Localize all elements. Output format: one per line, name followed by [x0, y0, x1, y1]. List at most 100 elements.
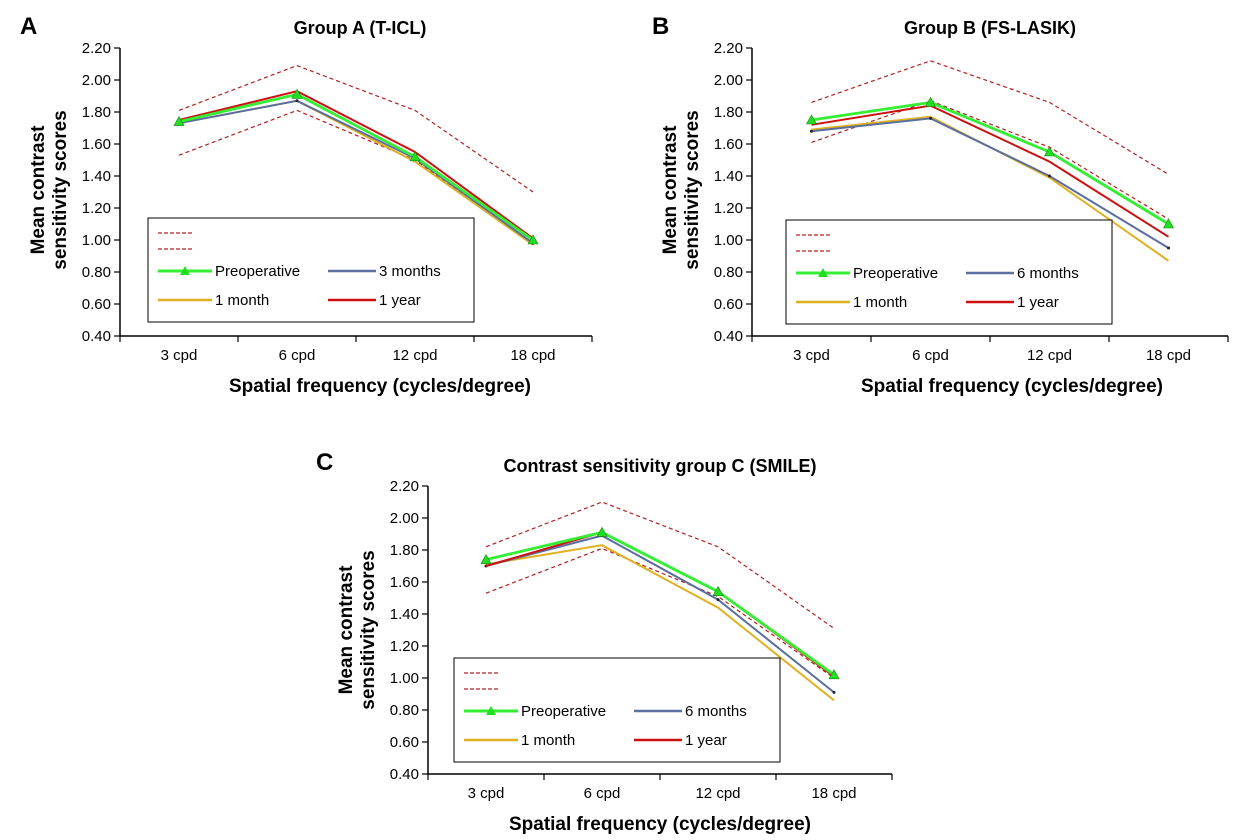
- series-line-reference: [485, 501, 835, 629]
- y-tick-label: 1.00: [714, 232, 743, 249]
- y-tick-label: 1.40: [82, 168, 111, 185]
- x-tick-label: 12 cpd: [695, 785, 740, 802]
- series-line-1-year: [811, 104, 1170, 238]
- y-tick-label: 1.00: [82, 232, 111, 249]
- chart-title: Contrast sensitivity group C (SMILE): [503, 456, 816, 476]
- panel-letter: C: [316, 449, 333, 476]
- y-tick-label: 2.00: [82, 72, 111, 89]
- series-line-preoperative: [178, 92, 534, 242]
- data-point: [1167, 246, 1170, 250]
- x-tick-label: 12 cpd: [1027, 347, 1072, 364]
- legend-marker: [486, 706, 496, 715]
- series-line-reference: [178, 109, 534, 244]
- series-line-1-month: [485, 544, 835, 702]
- legend-label-1-month: 1 month: [853, 294, 907, 311]
- y-tick-label: 1.60: [390, 574, 419, 591]
- data-point-marker: [828, 669, 840, 680]
- x-tick-label: 18 cpd: [811, 785, 856, 802]
- series-line-1-year: [178, 90, 534, 240]
- y-tick-label: 2.20: [82, 40, 111, 57]
- legend: Preoperative 6 months 1 month 1 year: [785, 219, 1113, 325]
- x-tick-label: 3 cpd: [793, 347, 830, 364]
- data-point-marker: [173, 115, 185, 126]
- y-axis-label: Mean contrastsensitivity scores: [28, 110, 71, 269]
- chart-panel-a: A Group A (T-ICL) Spatial frequency (cycle…: [20, 13, 593, 397]
- y-tick-label: 1.80: [714, 104, 743, 121]
- y-tick-label: 0.40: [714, 328, 743, 345]
- data-point: [295, 99, 299, 103]
- series-line-preoperative: [485, 530, 835, 676]
- x-tick-label: 6 cpd: [279, 347, 316, 364]
- y-tick-label: 2.20: [390, 478, 419, 495]
- series-line-6-months: [485, 534, 835, 694]
- legend-label-1-year: 1 year: [685, 732, 727, 749]
- data-point-marker: [480, 553, 492, 564]
- series-line-reference: [811, 100, 1169, 220]
- data-point: [929, 116, 932, 120]
- data-point-marker: [291, 88, 303, 99]
- legend-label-1-year: 1 year: [379, 292, 421, 309]
- y-tick-label: 2.20: [714, 40, 743, 57]
- y-tick-label: 1.80: [82, 104, 111, 121]
- y-tick-label: 1.40: [390, 606, 419, 623]
- legend-label-3-months: 3 months: [379, 263, 441, 280]
- chart-title: Group A (T-ICL): [294, 18, 427, 38]
- x-axis-label: Spatial frequency (cycles/degree): [509, 814, 811, 835]
- x-tick-label: 6 cpd: [912, 347, 949, 364]
- y-tick-label: 1.00: [390, 670, 419, 687]
- chart-title: Group B (FS-LASIK): [904, 18, 1076, 38]
- legend: Preoperative 6 months 1 month 1 year: [453, 657, 781, 763]
- y-tick-label: 1.20: [390, 638, 419, 655]
- legend-label-1-year: 1 year: [1017, 294, 1059, 311]
- data-point-marker: [596, 526, 608, 537]
- y-tick-label: 1.80: [390, 542, 419, 559]
- series-line-6-months: [811, 117, 1170, 249]
- x-tick-label: 3 cpd: [161, 347, 198, 364]
- y-tick-label: 0.80: [390, 702, 419, 719]
- chart-panel-c: C Contrast sensitivity group C (SMILE) Spa…: [316, 449, 893, 835]
- series-line-reference: [811, 60, 1169, 175]
- data-point: [716, 598, 720, 602]
- series-line-reference: [178, 64, 534, 193]
- data-point: [832, 690, 836, 694]
- data-point-marker: [1043, 146, 1056, 157]
- y-tick-label: 0.80: [82, 264, 111, 281]
- y-tick-label: 0.40: [390, 766, 419, 783]
- x-axis-label: Spatial frequency (cycles/degree): [229, 376, 531, 397]
- legend-marker: [818, 268, 828, 277]
- data-point: [1048, 174, 1051, 178]
- y-tick-label: 0.60: [82, 296, 111, 313]
- y-tick-label: 1.40: [714, 168, 743, 185]
- y-tick-label: 0.60: [390, 734, 419, 751]
- x-axis-label: Spatial frequency (cycles/degree): [861, 376, 1163, 397]
- x-tick-label: 18 cpd: [1146, 347, 1191, 364]
- legend-label-1-month: 1 month: [215, 292, 269, 309]
- y-tick-label: 1.20: [82, 200, 111, 217]
- data-point-marker: [527, 234, 539, 245]
- x-tick-label: 18 cpd: [510, 347, 555, 364]
- data-point-marker: [1162, 218, 1175, 229]
- y-axis-label: Mean contrastsensitivity scores: [660, 110, 703, 269]
- legend-label-preoperative: Preoperative: [853, 265, 938, 282]
- data-point-marker: [805, 114, 818, 125]
- legend-label-6-months: 6 months: [1017, 265, 1079, 282]
- chart-panel-b: B Group B (FS-LASIK) Spatial frequency (cy…: [652, 13, 1229, 397]
- legend-label-6-months: 6 months: [685, 703, 747, 720]
- series-line-preoperative: [811, 100, 1170, 226]
- data-point-marker: [712, 585, 724, 596]
- panel-letter: A: [20, 13, 37, 40]
- x-tick-label: 6 cpd: [584, 785, 621, 802]
- legend-label-preoperative: Preoperative: [215, 263, 300, 280]
- y-tick-label: 0.80: [714, 264, 743, 281]
- legend-label-1-month: 1 month: [521, 732, 575, 749]
- legend: Preoperative 3 months 1 month 1 year: [147, 217, 475, 323]
- y-tick-label: 1.60: [82, 136, 111, 153]
- y-tick-label: 1.20: [714, 200, 743, 217]
- data-point-marker: [409, 151, 421, 162]
- y-tick-label: 2.00: [714, 72, 743, 89]
- series-line-1-year: [485, 531, 835, 678]
- x-tick-label: 3 cpd: [468, 785, 505, 802]
- y-tick-label: 0.40: [82, 328, 111, 345]
- x-tick-label: 12 cpd: [392, 347, 437, 364]
